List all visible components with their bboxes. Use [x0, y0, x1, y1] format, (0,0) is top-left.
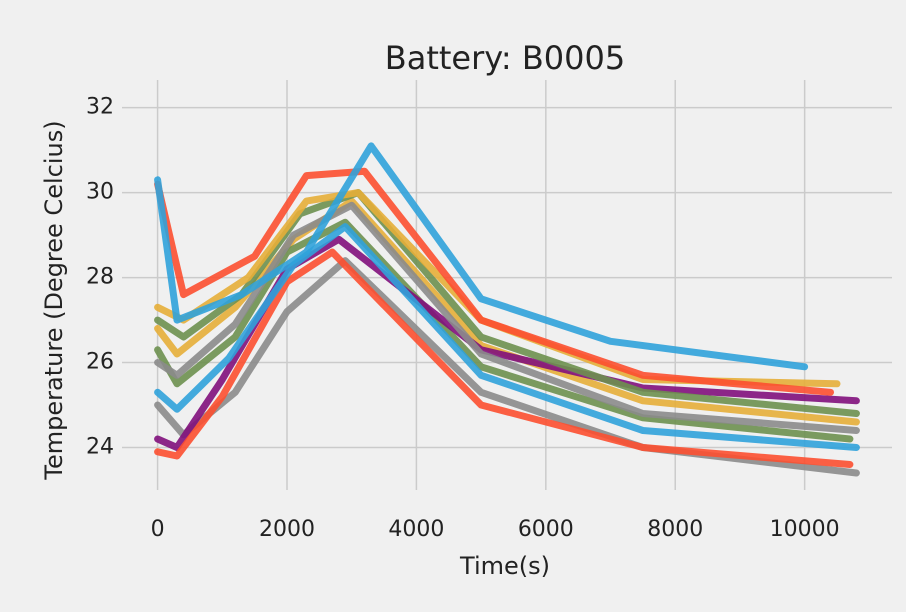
- page: Battery: B0005 Time(s) Temperature (Degr…: [0, 0, 906, 612]
- x-tick-label: 10000: [770, 517, 840, 542]
- chart: Battery: B0005 Time(s) Temperature (Degr…: [0, 0, 906, 608]
- x-axis-label: Time(s): [459, 552, 550, 580]
- y-tick-label: 24: [86, 435, 114, 460]
- x-tick-label: 4000: [388, 517, 444, 542]
- x-tick-label: 8000: [647, 517, 703, 542]
- x-tick-label: 6000: [518, 517, 574, 542]
- x-tick-label: 0: [151, 517, 165, 542]
- y-tick-label: 30: [86, 180, 114, 205]
- chart-title: Battery: B0005: [385, 39, 625, 77]
- y-tick-label: 26: [86, 350, 114, 375]
- y-tick-label: 32: [86, 95, 114, 120]
- x-tick-label: 2000: [259, 517, 315, 542]
- y-tick-label: 28: [86, 265, 114, 290]
- y-axis-label: Temperature (Degree Celcius): [40, 120, 68, 480]
